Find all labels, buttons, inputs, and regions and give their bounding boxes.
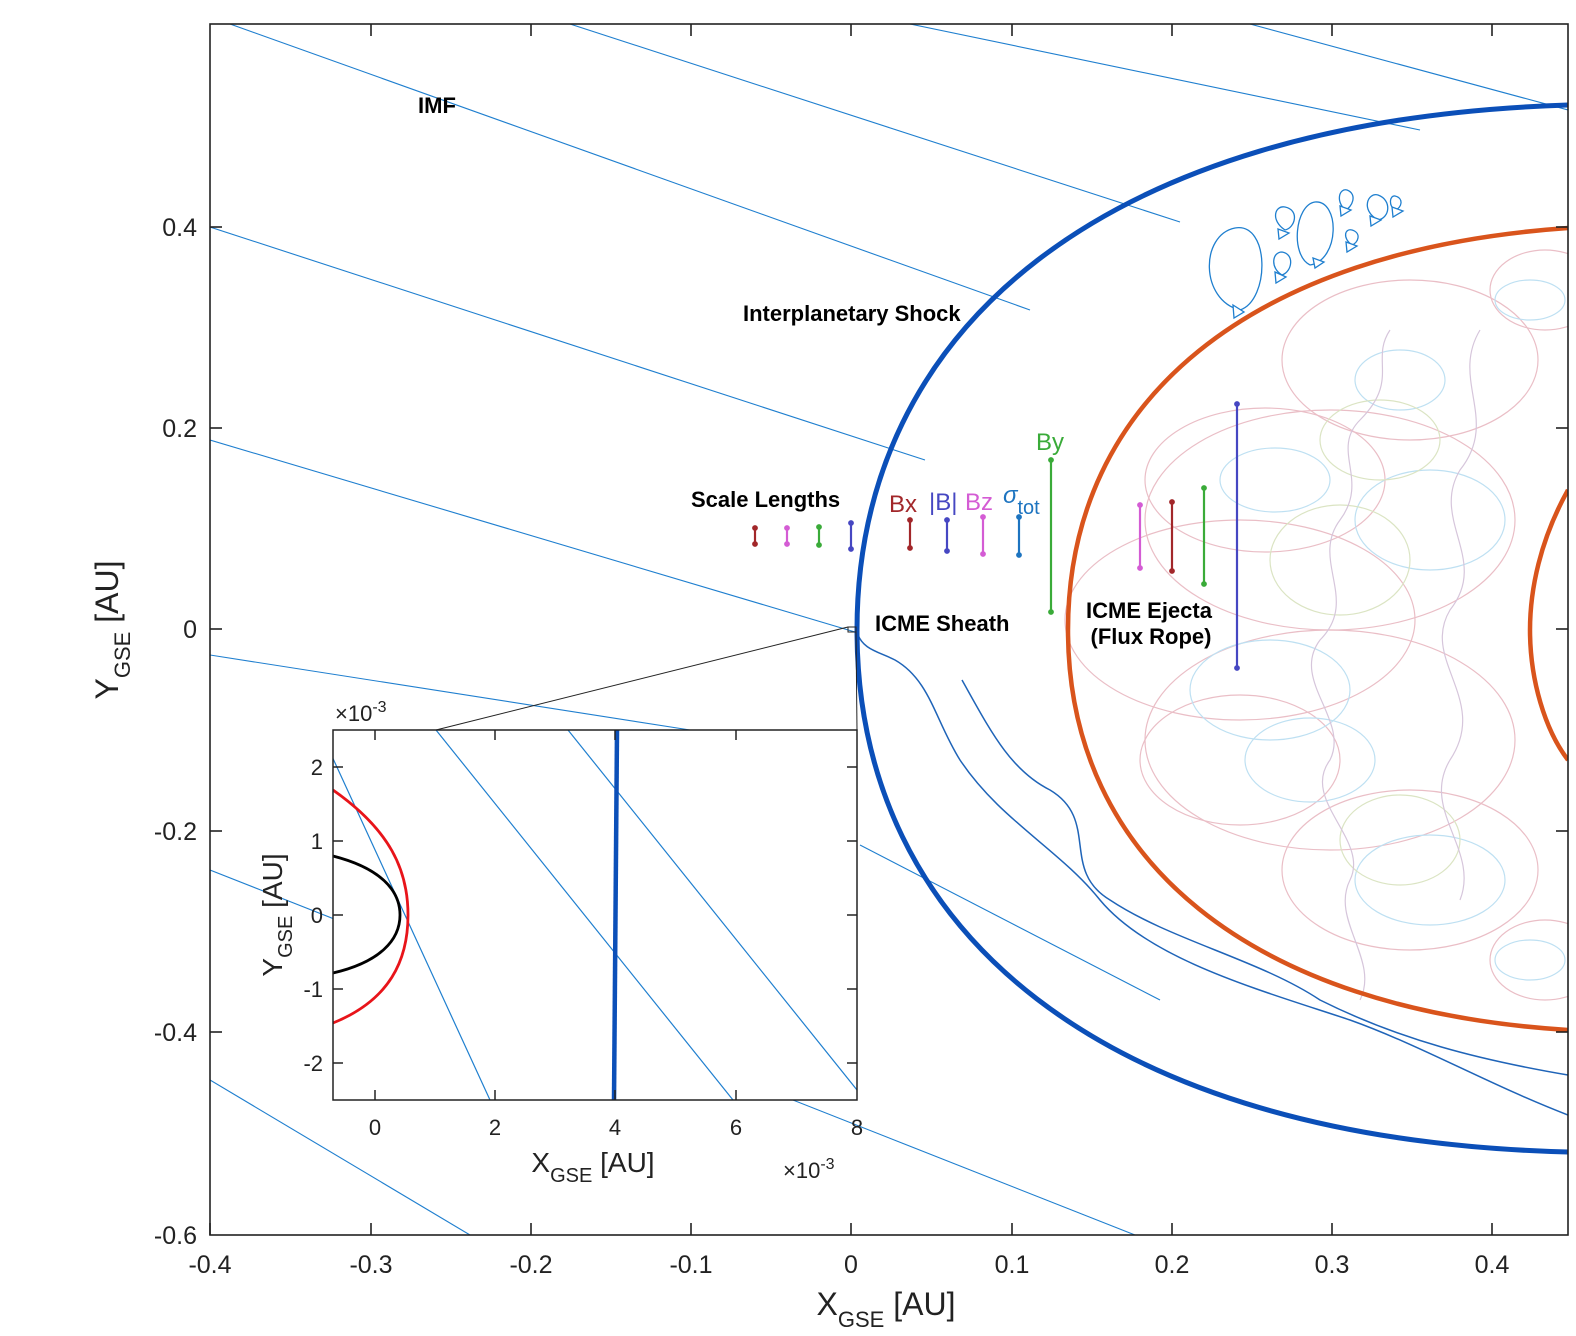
- inner-ejecta-boundary: [1527, 488, 1568, 762]
- by-label: By: [1036, 429, 1064, 456]
- y-tick-label: 0: [183, 616, 197, 644]
- scale-bar-sigma-sheath: [1016, 514, 1022, 558]
- inset-y-tick-label: -1: [303, 977, 323, 1002]
- imf-line: [1249, 24, 1568, 111]
- inset-shock-line: [611, 730, 620, 1100]
- x-tick-label: 0.3: [1315, 1251, 1350, 1279]
- inset-y-axis-label: YGSE [AU]: [257, 853, 297, 976]
- scale-bar-by-upstream: [816, 524, 822, 548]
- icme-sheath-label: ICME Sheath: [875, 611, 1009, 636]
- inset-axes: [332, 729, 858, 1101]
- zoom-region-marker: [847, 626, 857, 633]
- imf-line: [210, 439, 856, 633]
- inset-imf-line: [435, 730, 734, 1100]
- imf-label: IMF: [418, 93, 456, 118]
- imf-line: [210, 1079, 471, 1235]
- y-tick-label: -0.2: [154, 818, 197, 846]
- main-x-tick-labels: -0.4 -0.3 -0.2 -0.1 0 0.1 0.2 0.3 0.4: [188, 1251, 1509, 1279]
- flux-rope-structure: [1064, 249, 1568, 1001]
- main-axes: [209, 23, 1569, 1236]
- bz-label: Bz: [965, 489, 993, 516]
- x-tick-label: 0: [844, 1251, 858, 1279]
- y-tick-label: -0.6: [154, 1222, 197, 1250]
- imf-line: [210, 654, 691, 731]
- x-tick-label: 0.1: [995, 1251, 1030, 1279]
- icme-ejecta-boundary: [1065, 225, 1568, 1033]
- inset-y-tick-label: -2: [303, 1051, 323, 1076]
- sigma-tot-label: σtot: [1003, 482, 1040, 519]
- interplanetary-shock-label: Interplanetary Shock: [743, 301, 961, 326]
- main-x-axis-label: XGSE [AU]: [817, 1286, 956, 1332]
- x-tick-label: -0.1: [669, 1251, 712, 1279]
- scale-bar-bmag-sheath: [944, 517, 950, 554]
- scale-bar-by-ejecta: [1201, 485, 1207, 587]
- inset-x-exponent: ×10-3: [783, 1156, 835, 1183]
- inset-plot-area: [333, 730, 857, 1100]
- scale-bar-bz-upstream: [784, 525, 790, 547]
- inset-y-tick-label: 0: [311, 903, 323, 928]
- main-y-tick-labels: 0.4 0.2 0 -0.2 -0.4 -0.6: [154, 214, 197, 1250]
- turbulent-loops: [1208, 189, 1405, 320]
- imf-field-lines: [210, 24, 1568, 1235]
- x-tick-label: -0.2: [509, 1251, 552, 1279]
- x-tick-label: 0.2: [1155, 1251, 1190, 1279]
- inset-x-tick-label: 2: [489, 1115, 501, 1140]
- flux-rope-label: (Flux Rope): [1091, 624, 1212, 649]
- scale-lengths-label: Scale Lengths: [691, 487, 840, 512]
- zoom-connector-line: [855, 631, 858, 731]
- inset-y-tick-label: 1: [311, 829, 323, 854]
- inset-y-tick-labels: 2 1 0 -1 -2: [303, 755, 323, 1076]
- main-y-axis-label: YGSE [AU]: [89, 561, 135, 700]
- inset-black-boundary: [333, 854, 402, 975]
- y-tick-label: 0.2: [162, 415, 197, 443]
- imf-line: [210, 226, 926, 461]
- sheath-field-lines: [856, 631, 1568, 1116]
- scale-bar-bmag-ejecta: [1234, 401, 1240, 671]
- imf-line: [569, 24, 1181, 223]
- inset-x-axis-label: XGSE [AU]: [531, 1147, 654, 1187]
- inset-x-tick-label: 0: [369, 1115, 381, 1140]
- scale-length-markers: [752, 401, 1240, 671]
- y-tick-label: 0.4: [162, 214, 197, 242]
- inset-y-exponent: ×10-3: [335, 699, 387, 726]
- inset-x-tick-label: 8: [851, 1115, 863, 1140]
- inset-y-tick-label: 2: [311, 755, 323, 780]
- x-tick-label: -0.3: [349, 1251, 392, 1279]
- x-tick-label: 0.4: [1475, 1251, 1510, 1279]
- scale-bar-bx-sheath: [907, 517, 913, 551]
- b-magnitude-label: |B|: [929, 489, 957, 516]
- scale-bar-bx-upstream: [752, 525, 758, 547]
- bx-label: Bx: [889, 491, 917, 518]
- x-tick-label: -0.4: [188, 1251, 231, 1279]
- imf-line: [859, 844, 1161, 1001]
- imf-line: [909, 24, 1421, 131]
- y-tick-label: -0.4: [154, 1019, 197, 1047]
- imf-line: [229, 24, 1031, 311]
- inset-red-boundary: [333, 788, 410, 1025]
- main-plot-area: [210, 24, 1568, 1235]
- scale-bar-bz-ejecta: [1137, 502, 1143, 571]
- inset-x-tick-label: 6: [730, 1115, 742, 1140]
- scale-bar-bmag-upstream: [848, 520, 854, 552]
- scale-bar-bx-ejecta: [1169, 499, 1175, 574]
- zoom-connector-line: [435, 626, 849, 731]
- inset-x-tick-label: 4: [609, 1115, 621, 1140]
- scale-bar-by-sheath: [1048, 457, 1054, 615]
- scale-bar-bz-sheath: [980, 514, 986, 557]
- inset-x-tick-labels: 0 2 4 6 8: [369, 1115, 863, 1140]
- interplanetary-shock-curve: [854, 102, 1568, 1155]
- inset-background: [333, 730, 857, 1100]
- icme-ejecta-label: ICME Ejecta: [1086, 598, 1213, 623]
